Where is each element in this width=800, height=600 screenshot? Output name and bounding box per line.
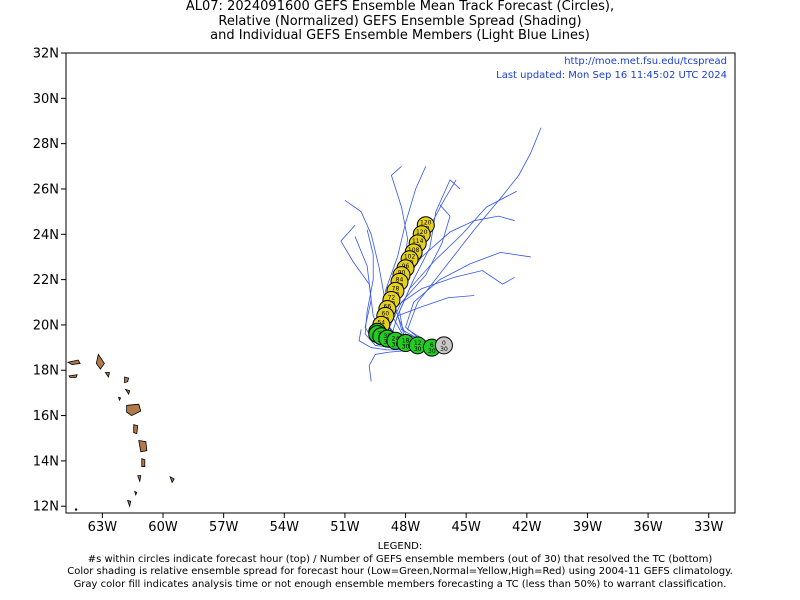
member-count-label: 30 [428,348,436,355]
forecast-hour-label: 66 [384,304,392,311]
lon-tick-label: 33W [694,520,724,535]
forecast-hour-label: 108 [408,247,420,254]
member-count-label: 30 [402,344,410,351]
lon-tick-label: 42W [512,520,542,535]
forecast-hour-label: 120 [416,229,428,236]
lon-tick-label: 36W [633,520,663,535]
member-count-label: 30 [440,346,448,353]
lat-tick-label: 20N [33,318,59,333]
island [66,359,81,365]
lat-tick-label: 12N [33,500,59,515]
member-track [397,190,517,346]
title-line-2: Relative (Normalized) GEFS Ensemble Spre… [218,13,582,29]
lon-tick-label: 54W [270,520,300,535]
lon-tick-label: 45W [451,520,481,535]
forecast-hour-label: 120 [420,220,432,227]
forecast-hour-label: 102 [404,254,416,261]
forecast-hour-label: 30 [384,333,392,340]
lon-tick-label: 57W [209,520,239,535]
island [124,388,131,395]
island [138,440,148,453]
island [117,396,122,402]
title-line-3: and Individual GEFS Ensemble Members (Li… [210,28,590,43]
lon-tick-label: 39W [573,520,603,535]
source-url: http://moe.met.fsu.edu/tcspread [564,56,727,67]
chart-title: AL07: 2024091600 GEFS Ensemble Mean Trac… [0,0,800,44]
forecast-hour-label: 72 [388,294,396,301]
legend-line-1: #s within circles indicate forecast hour… [87,553,713,565]
island [95,353,105,370]
island [104,372,110,379]
lat-tick-label: 26N [33,182,59,197]
island [169,475,175,484]
lat-tick-label: 18N [33,364,59,379]
forecast-hour-label: 90 [398,270,406,277]
forecast-hour-label: 78 [392,285,400,292]
lat-tick-label: 32N [33,47,59,62]
forecast-hour-label: 54 [377,319,385,326]
lon-tick-label: 48W [391,520,421,535]
lat-tick-label: 14N [33,454,59,469]
forecast-hour-label: 0 [442,340,446,347]
forecast-hour-label: 84 [396,276,404,283]
mean-track-point [434,336,453,355]
island [74,508,78,511]
title-line-1: AL07: 2024091600 GEFS Ensemble Mean Trac… [185,0,615,14]
forecast-hour-label: 24 [392,335,400,342]
last-updated: Last updated: Mon Sep 16 11:45:02 UTC 20… [496,70,727,81]
mean-track-layer: 1202212022114221082210229962990298429783… [368,216,453,357]
lon-tick-label: 60W [148,520,178,535]
legend-line-2: Color shading is relative ensemble sprea… [67,566,733,577]
lon-tick-label: 63W [88,520,118,535]
member-count-label: 30 [392,341,400,348]
forecast-hour-label: 12 [414,340,422,347]
island [126,403,142,417]
legend-line-3: Gray color fill indicates analysis time … [73,578,727,590]
lat-tick-label: 28N [33,137,59,152]
lat-tick-label: 24N [33,228,59,243]
axis-layer: 63W 60W 57W 54W 51W 48W 45W 42W 39W 36W 33W 12N 14N 1… [33,47,724,536]
island [133,424,139,435]
lat-tick-label: 16N [33,409,59,424]
forecast-hour-label: 18 [402,338,410,345]
land-layer [66,353,175,511]
legend-heading: LEGEND: [377,541,423,552]
island [68,374,78,378]
map-frame [65,52,736,514]
member-count-label: 30 [414,346,422,353]
member-track [393,215,515,346]
lon-tick-label: 51W [330,520,360,535]
island [134,490,138,497]
island [124,376,130,384]
member-track [407,127,542,346]
lat-tick-label: 22N [33,273,59,288]
legend: LEGEND: #s within circles indicate forec… [0,541,800,591]
island [141,458,146,467]
forecast-hour-label: 60 [382,310,390,317]
forecast-hour-label: 96 [402,263,410,270]
member-track [405,251,531,346]
island [137,475,142,483]
island [127,499,132,508]
forecast-hour-label: 6 [430,342,434,349]
forecast-hour-label: 114 [412,238,424,245]
lat-tick-label: 30N [33,92,59,107]
